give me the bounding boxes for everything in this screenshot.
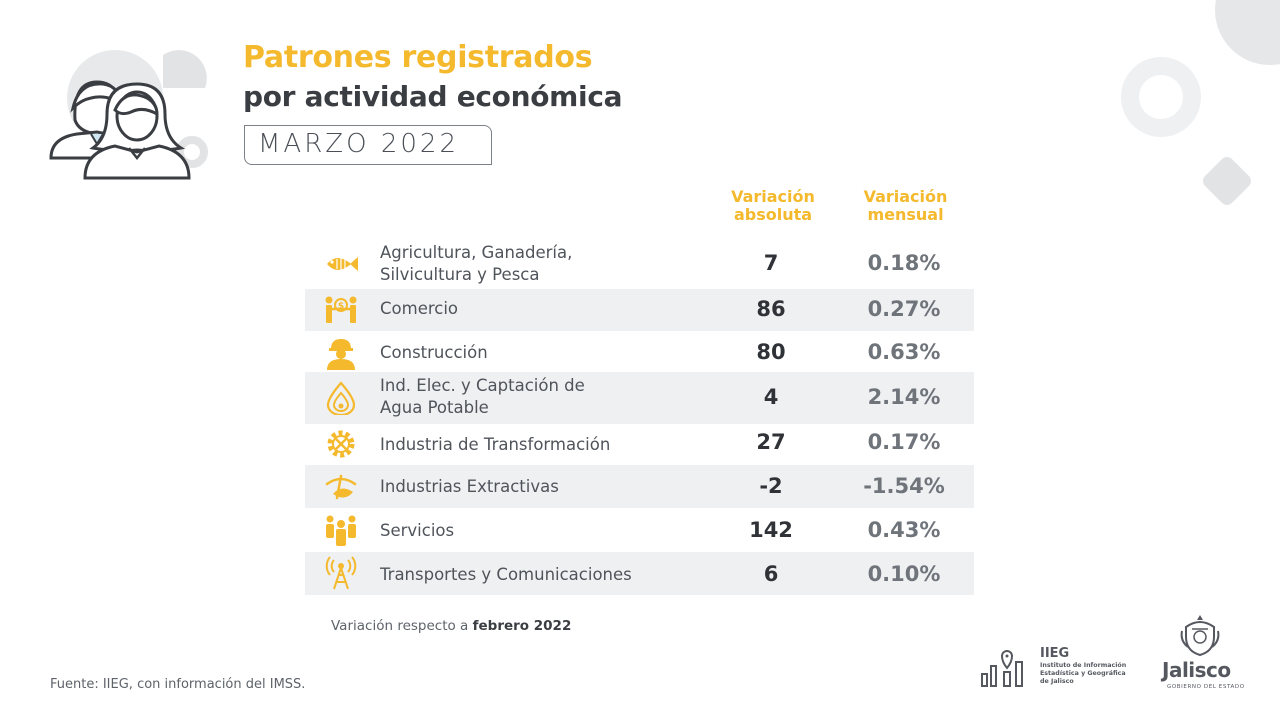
gear-tools-icon xyxy=(327,430,355,458)
table-row: Servicios 142 0.43% xyxy=(305,509,974,551)
table-row: Industria de Transformación 27 0.17% xyxy=(305,424,974,464)
absolute-value: 6 xyxy=(763,562,779,586)
table-row: Construcción 80 0.63% xyxy=(305,332,974,372)
people-illustration-icon xyxy=(49,50,207,180)
monthly-value: 0.27% xyxy=(867,297,941,321)
row-label: Transportes y Comunicaciones xyxy=(380,565,632,584)
absolute-value: 4 xyxy=(763,385,779,409)
monthly-value: 0.10% xyxy=(867,562,941,586)
monthly-value: 2.14% xyxy=(867,385,941,409)
decor-ring xyxy=(1121,57,1201,137)
decor-ring-small xyxy=(176,136,208,168)
table-row: Industrias Extractivas -2 -1.54% xyxy=(305,465,974,508)
jalisco-logo-subtitle: GOBIERNO DEL ESTADO xyxy=(1167,684,1245,690)
row-label: Ind. Elec. y Captación de Agua Potable xyxy=(380,376,585,417)
row-label: Agricultura, Ganadería, Silvicultura y Pe… xyxy=(380,243,573,284)
source-note: Fuente: IIEG, con información del IMSS. xyxy=(50,677,306,692)
absolute-value: 142 xyxy=(749,518,793,542)
period-label: MARZO 2022 xyxy=(258,129,459,159)
svg-text:$: $ xyxy=(338,302,344,312)
page-subtitle: por actividad económica xyxy=(243,80,623,113)
row-label: Servicios xyxy=(380,521,455,540)
jalisco-logo-name: Jalisco xyxy=(1162,658,1231,682)
monthly-value: 0.43% xyxy=(867,518,941,542)
iieg-logo-icon xyxy=(981,650,1023,687)
row-label: Construcción xyxy=(380,343,488,362)
jalisco-seal-icon xyxy=(1180,615,1220,657)
water-drop-icon xyxy=(326,381,356,415)
column-header-monthly: Variación mensual xyxy=(863,187,948,224)
absolute-value: 86 xyxy=(756,297,786,321)
monthly-value: 0.18% xyxy=(867,251,941,275)
monthly-value: 0.17% xyxy=(867,430,941,454)
decor-diamond xyxy=(1200,154,1254,208)
absolute-value: 7 xyxy=(763,251,779,275)
page-title: Patrones registrados xyxy=(243,40,593,75)
people-icon xyxy=(326,515,356,546)
absolute-value: 80 xyxy=(756,340,786,364)
table-row: Ind. Elec. y Captación de Agua Potable 4 … xyxy=(305,372,974,424)
monthly-value: 0.63% xyxy=(867,340,941,364)
row-label: Industria de Transformación xyxy=(380,435,611,454)
monthly-value: -1.54% xyxy=(863,474,945,498)
mining-icon xyxy=(325,474,357,500)
period-box xyxy=(244,125,492,165)
absolute-value: -2 xyxy=(759,474,783,498)
construction-worker-icon xyxy=(327,339,355,370)
iieg-logo-fullname: Instituto de Información Estadística y Ge… xyxy=(1040,662,1127,685)
column-header-absolute: Variación absoluta xyxy=(731,187,815,224)
decor-circle xyxy=(1215,0,1280,65)
trade-icon: $ xyxy=(325,296,357,323)
table-row: Transportes y Comunicaciones 6 0.10% xyxy=(305,552,974,595)
iieg-logo-name: IIEG xyxy=(1040,646,1070,661)
comparison-note: Variación respecto a febrero 2022 xyxy=(331,618,572,634)
absolute-value: 27 xyxy=(756,430,786,454)
table-row: $ Comercio 86 0.27% xyxy=(305,289,974,331)
row-label: Comercio xyxy=(380,299,459,318)
row-label: Industrias Extractivas xyxy=(380,477,559,496)
antenna-icon xyxy=(325,556,357,590)
table-row: Agricultura, Ganadería, Silvicultura y Pe… xyxy=(305,240,974,288)
fish-icon xyxy=(327,257,358,271)
